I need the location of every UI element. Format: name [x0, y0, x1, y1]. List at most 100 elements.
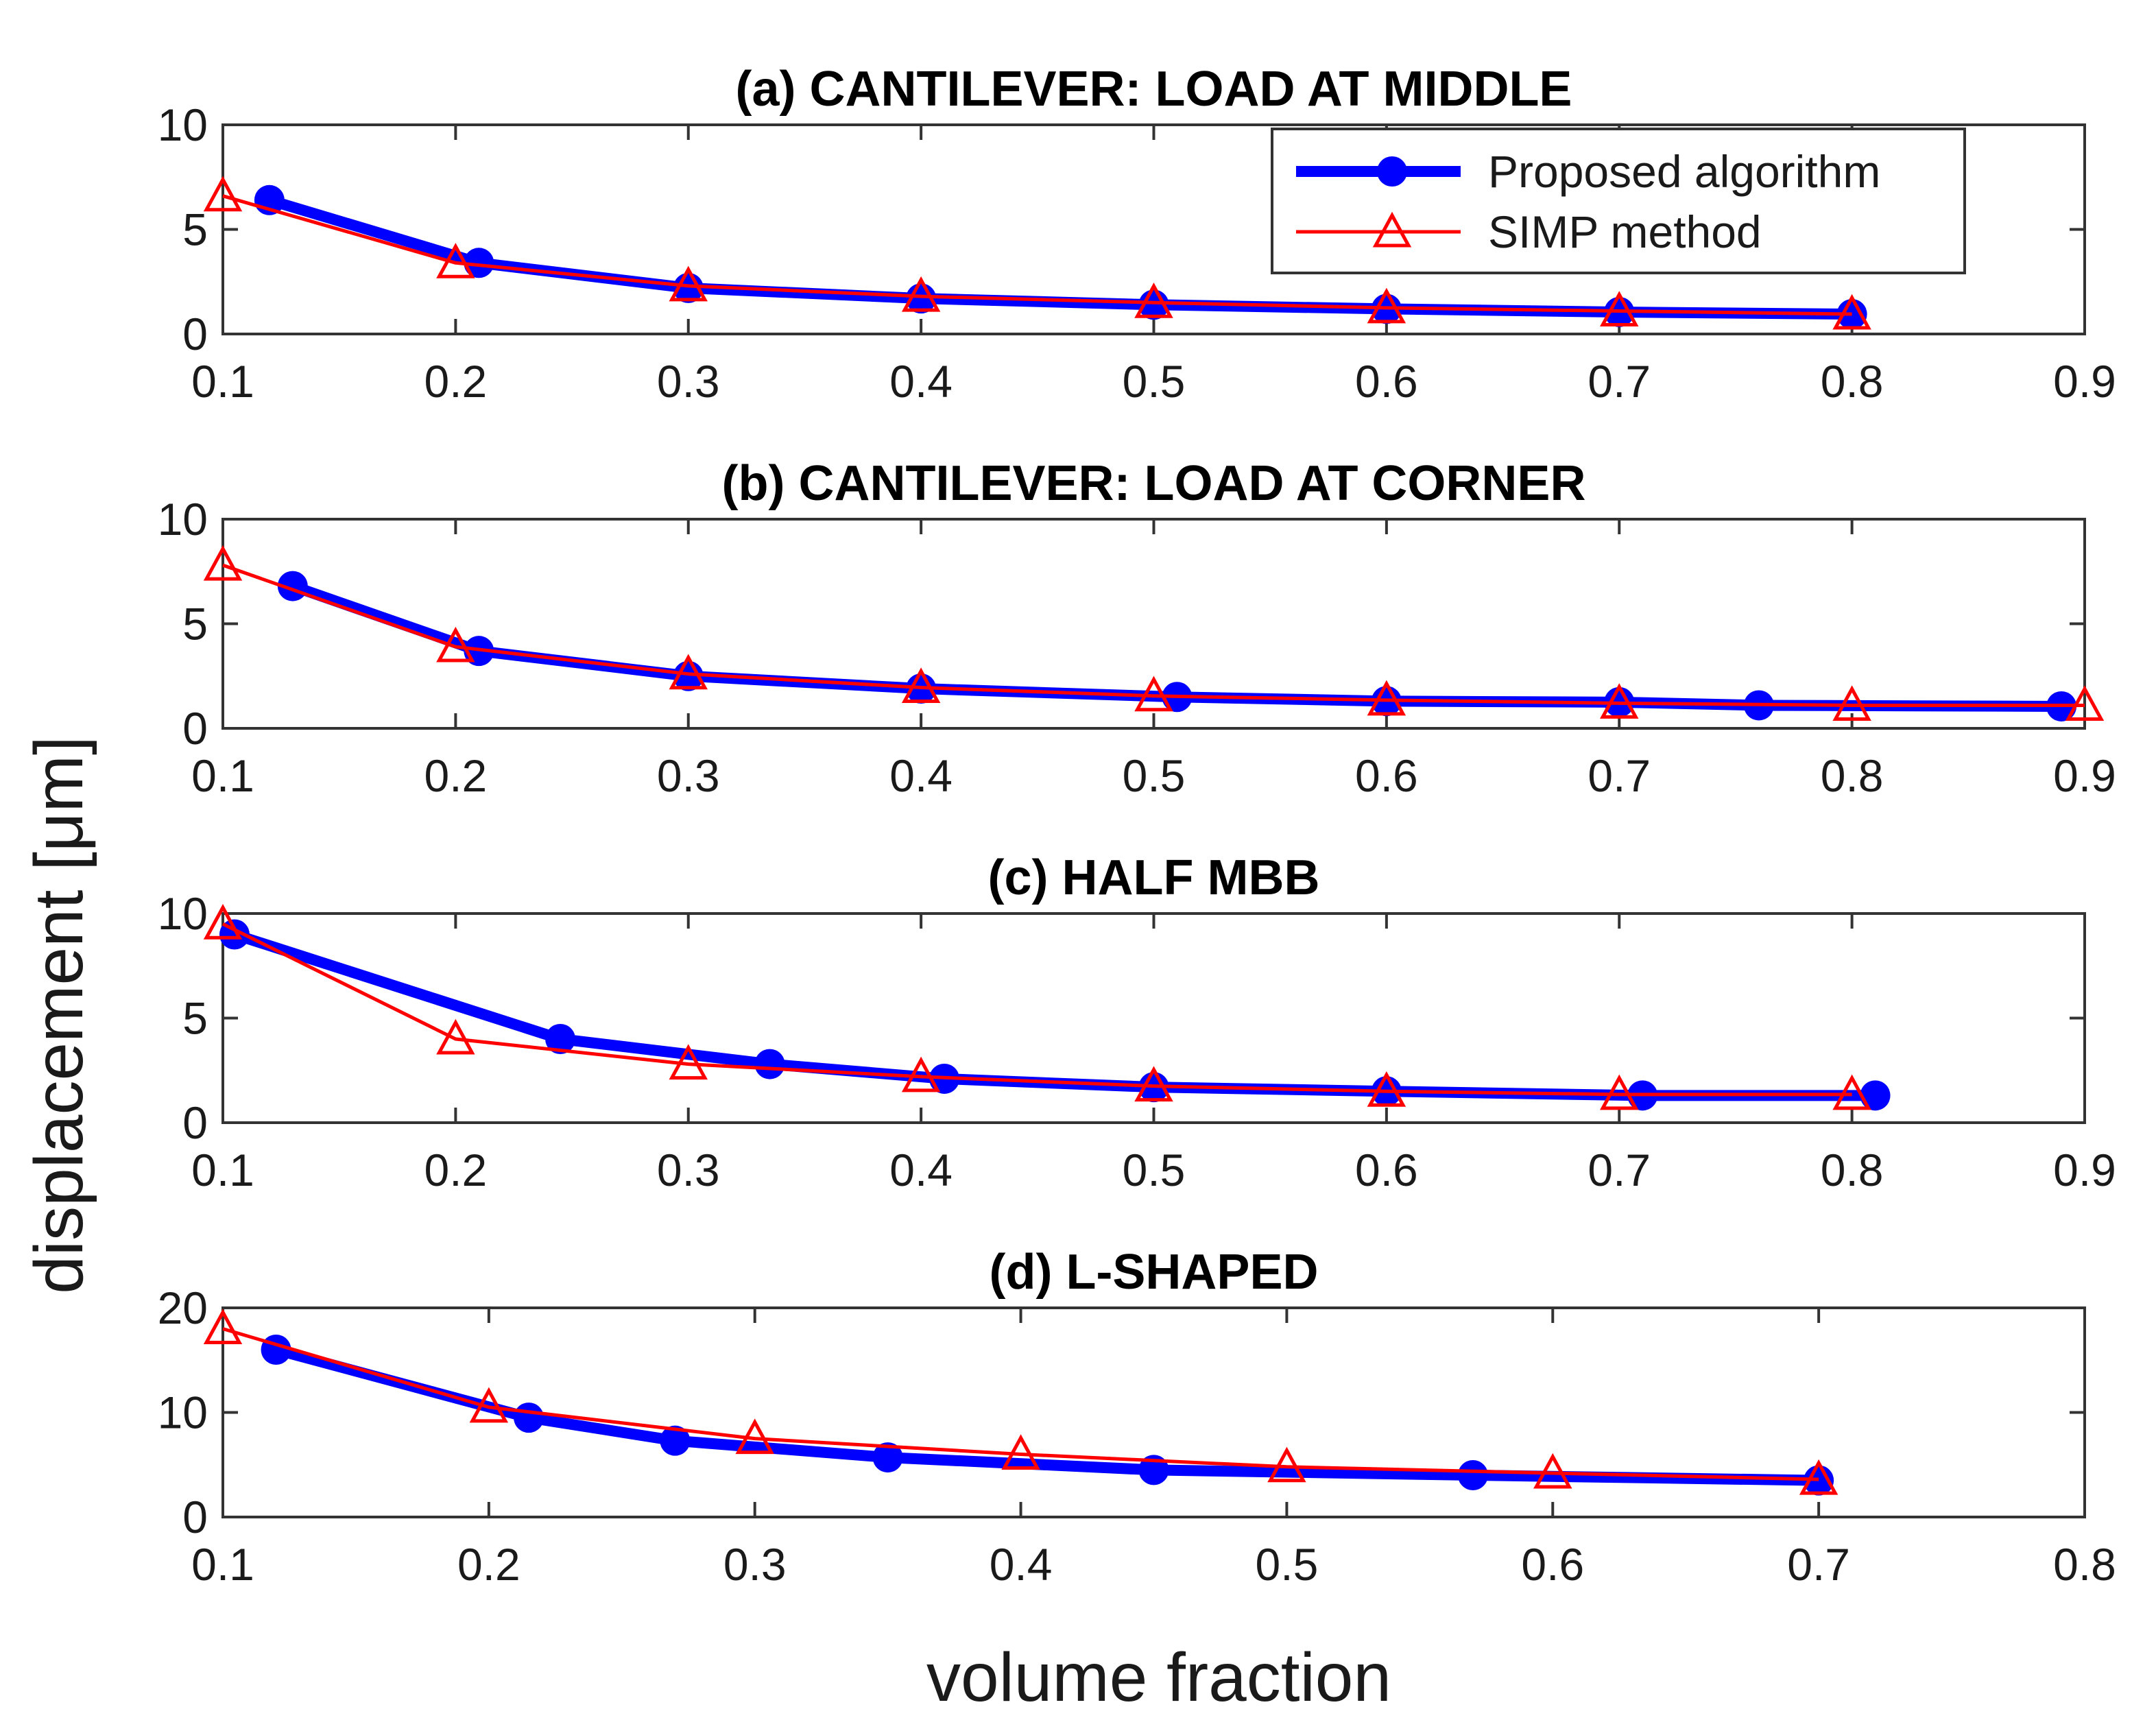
panel-1-simp-point: [1367, 680, 1406, 716]
panel-2-y-tick-label: 5: [182, 993, 208, 1044]
panel-2-proposed-point: [1860, 1080, 1891, 1111]
panel-0-x-tick-label: 0.8: [1821, 356, 1884, 407]
panel-0-simp-point: [1367, 287, 1406, 324]
panel-2-title: (c) HALF MBB: [988, 850, 1320, 905]
panel-1-x-tick-label: 0.3: [657, 750, 720, 801]
panel-1-y-tick-label: 10: [158, 494, 208, 545]
panel-0-title: (a) CANTILEVER: LOAD AT MIDDLE: [736, 62, 1572, 117]
panel-1-simp-point: [901, 667, 941, 704]
legend-box: [1271, 128, 1966, 274]
panel-1-x-tick-label: 0.1: [191, 750, 254, 801]
panel-1-simp-point: [203, 545, 243, 581]
panel-3-x-tick-label: 0.6: [1521, 1539, 1584, 1590]
panel-2-x-tick-label: 0.3: [657, 1145, 720, 1195]
panel-0-simp-point: [1832, 294, 1871, 330]
panel-1-simp-point: [2065, 685, 2105, 721]
y-axis-label: displacement [μm]: [21, 736, 97, 1293]
panel-1-simp-point: [1832, 685, 1871, 721]
panel-1-series-simp-line: [222, 563, 2085, 707]
panel-1-simp-point: [669, 654, 708, 690]
panel-2-proposed-point: [754, 1049, 785, 1079]
legend-marker-proposed: [1377, 156, 1407, 187]
panel-0-x-tick-label: 0.7: [1588, 356, 1651, 407]
panel-1-y-tick-label: 0: [182, 703, 208, 754]
panel-0-x-tick-label: 0.9: [2053, 356, 2116, 407]
panel-0-simp-point: [203, 176, 243, 212]
panel-2-simp-point: [1832, 1074, 1871, 1110]
panel-3-proposed-point: [660, 1425, 691, 1456]
panel-3-proposed-point: [514, 1402, 544, 1433]
panel-0-x-tick-label: 0.2: [424, 356, 488, 407]
panel-0-simp-point: [901, 276, 941, 312]
panel-2-proposed-point: [545, 1024, 576, 1054]
panel-0-x-tick-label: 0.4: [889, 356, 953, 407]
panel-2-y-tick-label: 0: [182, 1097, 208, 1148]
panel-0-y-tick-label: 0: [182, 309, 208, 359]
panel-3-proposed-point: [1804, 1465, 1834, 1496]
legend: Proposed algorithm SIMP method: [1271, 128, 1966, 274]
panel-3-simp-point: [469, 1387, 509, 1423]
panel-0-simp-point: [436, 243, 475, 278]
panel-3-proposed-point: [1457, 1460, 1488, 1490]
panel-1-y-tick-label: 5: [182, 599, 208, 649]
panel-3-y-tick-label: 20: [158, 1282, 208, 1333]
panel-2-simp-point: [1134, 1066, 1173, 1102]
panel-2-x-tick-label: 0.6: [1355, 1145, 1418, 1195]
panel-3-x-tick-label: 0.3: [723, 1539, 787, 1590]
panel-2-x-tick-label: 0.5: [1123, 1145, 1186, 1195]
panel-1-x-tick-label: 0.9: [2053, 750, 2116, 801]
panel-0-y-tick-label: 5: [182, 204, 208, 255]
panel-3-x-tick-label: 0.2: [457, 1539, 520, 1590]
panel-3-x-tick-label: 0.4: [990, 1539, 1053, 1590]
panel-2-series-simp-line: [221, 922, 1852, 1097]
panel-2-simp-point: [901, 1056, 941, 1093]
panel-3: (d) L-SHAPED 0.1 0.2 0.3 0.4 0.5 0.6 0.7 0.8 0 10 2…: [158, 1245, 2116, 1590]
panel-2-simp-point: [1600, 1074, 1639, 1110]
panel-3-simp-point: [1799, 1459, 1838, 1495]
panel-2-x-tick-label: 0.2: [424, 1145, 488, 1195]
panel-3-simp-point: [1001, 1434, 1040, 1470]
panel-0-x-tick-label: 0.5: [1123, 356, 1186, 407]
panel-3-proposed-point: [261, 1335, 291, 1365]
legend-marker-simp: [1372, 211, 1412, 248]
panel-3-x-tick-label: 0.1: [191, 1539, 254, 1590]
panel-0-series-simp-line: [222, 194, 1852, 316]
panel-2-x-tick-label: 0.1: [191, 1145, 254, 1195]
panel-3-x-tick-label: 0.8: [2053, 1539, 2116, 1590]
panel-0-proposed-point: [464, 248, 494, 278]
panel-2-x-tick-label: 0.9: [2053, 1145, 2116, 1195]
panel-3-simp-point: [735, 1418, 774, 1455]
panel-1-x-tick-label: 0.8: [1821, 750, 1884, 801]
panel-0-simp-point: [1600, 291, 1639, 326]
panel-2-simp-point: [436, 1018, 475, 1055]
panel-0-x-tick-label: 0.1: [191, 356, 254, 407]
panel-3-simp-point: [1267, 1446, 1306, 1483]
panel-0-simp-point: [669, 265, 708, 302]
panel-3-series-simp-line: [222, 1327, 1819, 1481]
panel-1-title: (b) CANTILEVER: LOAD AT CORNER: [722, 456, 1586, 511]
panel-1-simp-point: [1600, 683, 1639, 719]
panel-3-simp-point: [203, 1309, 243, 1344]
panel-1-x-tick-label: 0.5: [1123, 750, 1186, 801]
panel-1-x-tick-label: 0.6: [1355, 750, 1418, 801]
panel-1-x-tick-label: 0.7: [1588, 750, 1651, 801]
panel-3-x-tick-label: 0.7: [1787, 1539, 1850, 1590]
panel-2-x-tick-label: 0.8: [1821, 1145, 1884, 1195]
panel-1-simp-point: [1134, 676, 1173, 712]
panel-2: (c) HALF MBB 0.1 0.2 0.3 0.4 0.5 0.6 0.7 0.8 0.9 0…: [158, 850, 2116, 1195]
panel-0-x-tick-label: 0.6: [1355, 356, 1418, 407]
panel-3-simp-point: [1533, 1453, 1572, 1489]
panel-1-x-tick-label: 0.2: [424, 750, 488, 801]
panel-3-x-tick-label: 0.5: [1256, 1539, 1319, 1590]
panel-3-proposed-point: [872, 1442, 903, 1473]
legend-label-simp: SIMP method: [1488, 206, 1762, 257]
panel-0-x-tick-label: 0.3: [657, 356, 720, 407]
panel-0-y-tick-label: 10: [158, 99, 208, 150]
panel-2-x-tick-label: 0.7: [1588, 1145, 1651, 1195]
panel-1: (b) CANTILEVER: LOAD AT CORNER 0.1 0.2 0.3 0…: [158, 456, 2116, 801]
panel-0-simp-point: [1134, 283, 1173, 318]
panel-3-y-tick-label: 10: [158, 1387, 208, 1438]
legend-label-proposed: Proposed algorithm: [1488, 146, 1880, 197]
panel-1-simp-point: [436, 626, 475, 662]
